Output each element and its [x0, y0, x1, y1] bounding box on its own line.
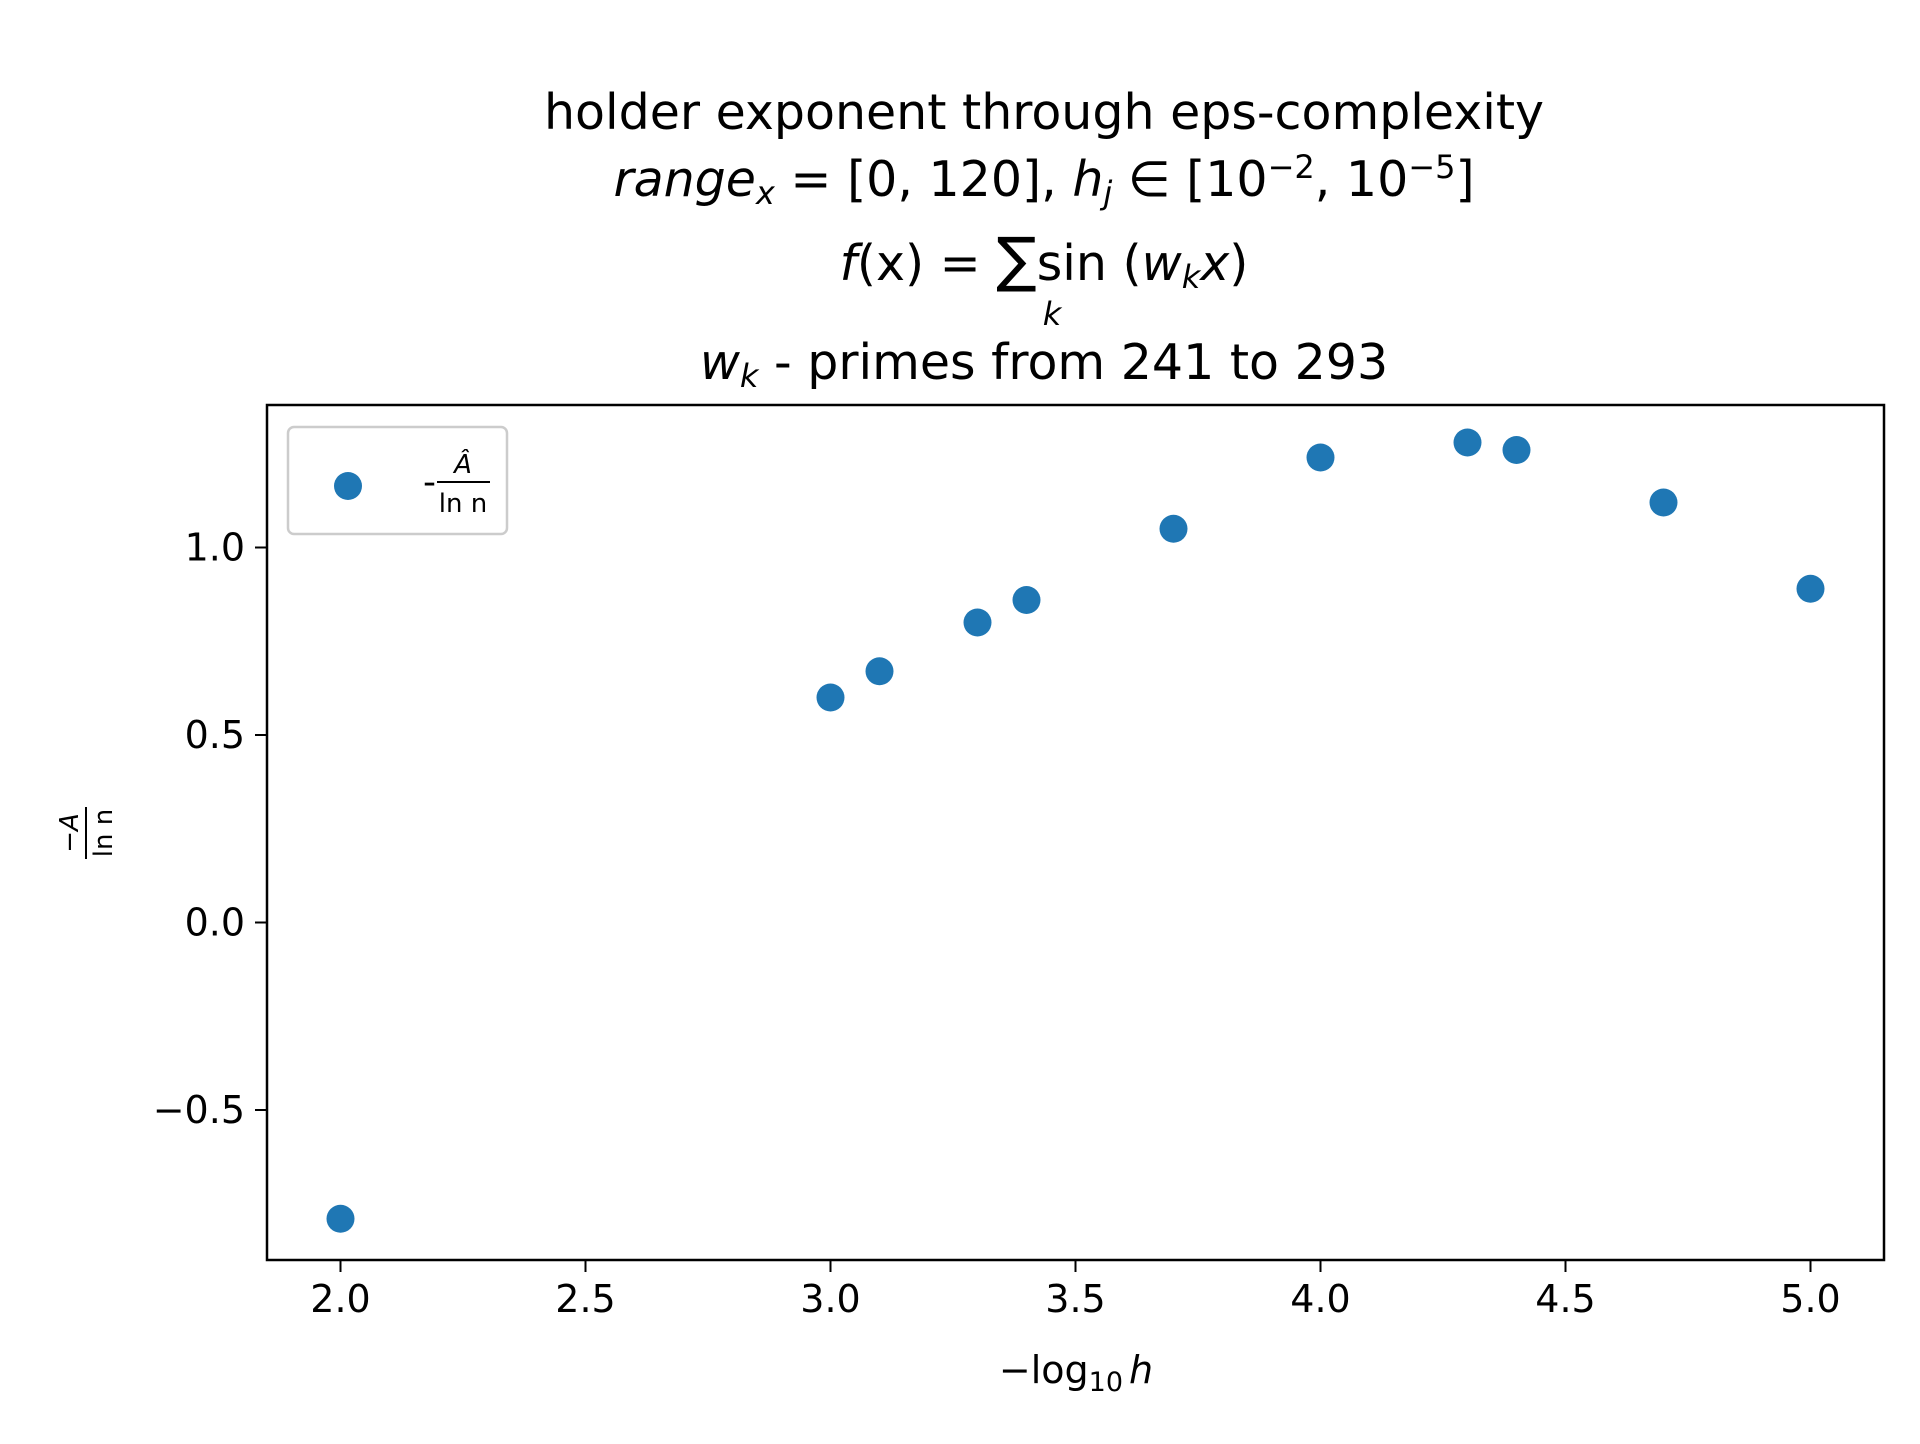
data-point: [1649, 488, 1678, 517]
y-tick-label: 0.5: [185, 713, 245, 757]
x-label-var: h: [1129, 1348, 1153, 1392]
title-close: ]: [1455, 151, 1474, 208]
legend-box: [286, 425, 509, 536]
title-line-4: wk - primes from 241 to 293: [700, 334, 1388, 395]
title-line-2: rangex = [0, 120], hj ∈ [10−2, 10−5]: [613, 148, 1474, 212]
x-axis-label: −log10 h: [999, 1348, 1153, 1398]
title-x: x: [1198, 235, 1230, 292]
data-point: [1502, 436, 1531, 464]
title-lhs: (x) =: [857, 235, 996, 292]
title-range-word: range: [613, 151, 755, 208]
title-sin-close: ): [1229, 235, 1248, 292]
axis-ticks: 2.0 2.5 3.0 3.5 4.0 4.5 5.0 1.0 0.5 0.0 −0.5: [153, 526, 1841, 1322]
legend: - Â ln n: [286, 425, 509, 536]
data-point: [963, 608, 992, 637]
title-sin: sin (: [1037, 235, 1142, 292]
legend-prefix: -: [423, 462, 436, 503]
title-w-sub: k: [1182, 258, 1202, 296]
legend-marker: [334, 472, 362, 500]
title-exp-2: −5: [1408, 148, 1455, 186]
data-point: [1796, 574, 1825, 603]
title-wk-w: w: [700, 334, 741, 391]
x-tick-label: 3.5: [1045, 1277, 1105, 1321]
title-line-3: f(x) = ∑sin (wkx): [840, 225, 1249, 296]
data-point: [326, 1204, 355, 1233]
title-h-sub: j: [1099, 174, 1112, 212]
title-range-sub: x: [755, 174, 776, 212]
y-tick-label: −0.5: [153, 1088, 245, 1132]
x-tick-label: 4.5: [1535, 1277, 1595, 1321]
y-label-numerator: −A: [55, 813, 85, 853]
title-sum-sub: k: [1043, 295, 1063, 333]
data-point: [816, 683, 845, 712]
y-axis-label: −A ln n: [55, 807, 119, 859]
title-h: h: [1072, 151, 1103, 208]
legend-label-numerator: Â: [452, 448, 472, 480]
title-primes: - primes from 241 to 293: [758, 334, 1388, 391]
chart-title: holder exponent through eps-complexity r…: [544, 84, 1544, 395]
legend-label-denominator: ln n: [439, 489, 487, 519]
title-exp-1: −2: [1268, 148, 1315, 186]
data-point: [1306, 443, 1335, 472]
y-tick-label: 1.0: [185, 526, 245, 570]
data-point: [1159, 514, 1188, 543]
data-point: [865, 657, 894, 686]
y-label-denominator: ln n: [89, 809, 119, 857]
x-tick-label: 2.5: [555, 1277, 615, 1321]
data-points: [326, 428, 1825, 1233]
title-wk-sub: k: [740, 357, 760, 395]
title-range-value: = [0, 120],: [775, 151, 1072, 208]
data-point: [1453, 428, 1482, 457]
y-tick-label: 0.0: [185, 901, 245, 945]
x-label-sub: 10: [1089, 1367, 1123, 1398]
title-sum: ∑: [996, 225, 1036, 295]
data-point: [1012, 586, 1041, 614]
x-label-prefix: −log: [999, 1348, 1089, 1392]
title-in-set: ∈ [10: [1112, 151, 1267, 208]
x-tick-label: 5.0: [1780, 1277, 1840, 1321]
x-tick-label: 3.0: [800, 1277, 860, 1321]
title-sep: , 10: [1315, 151, 1409, 208]
title-line-1: holder exponent through eps-complexity: [544, 84, 1544, 141]
x-tick-label: 4.0: [1290, 1277, 1350, 1321]
x-tick-label: 2.0: [310, 1277, 370, 1321]
title-w: w: [1142, 235, 1183, 292]
